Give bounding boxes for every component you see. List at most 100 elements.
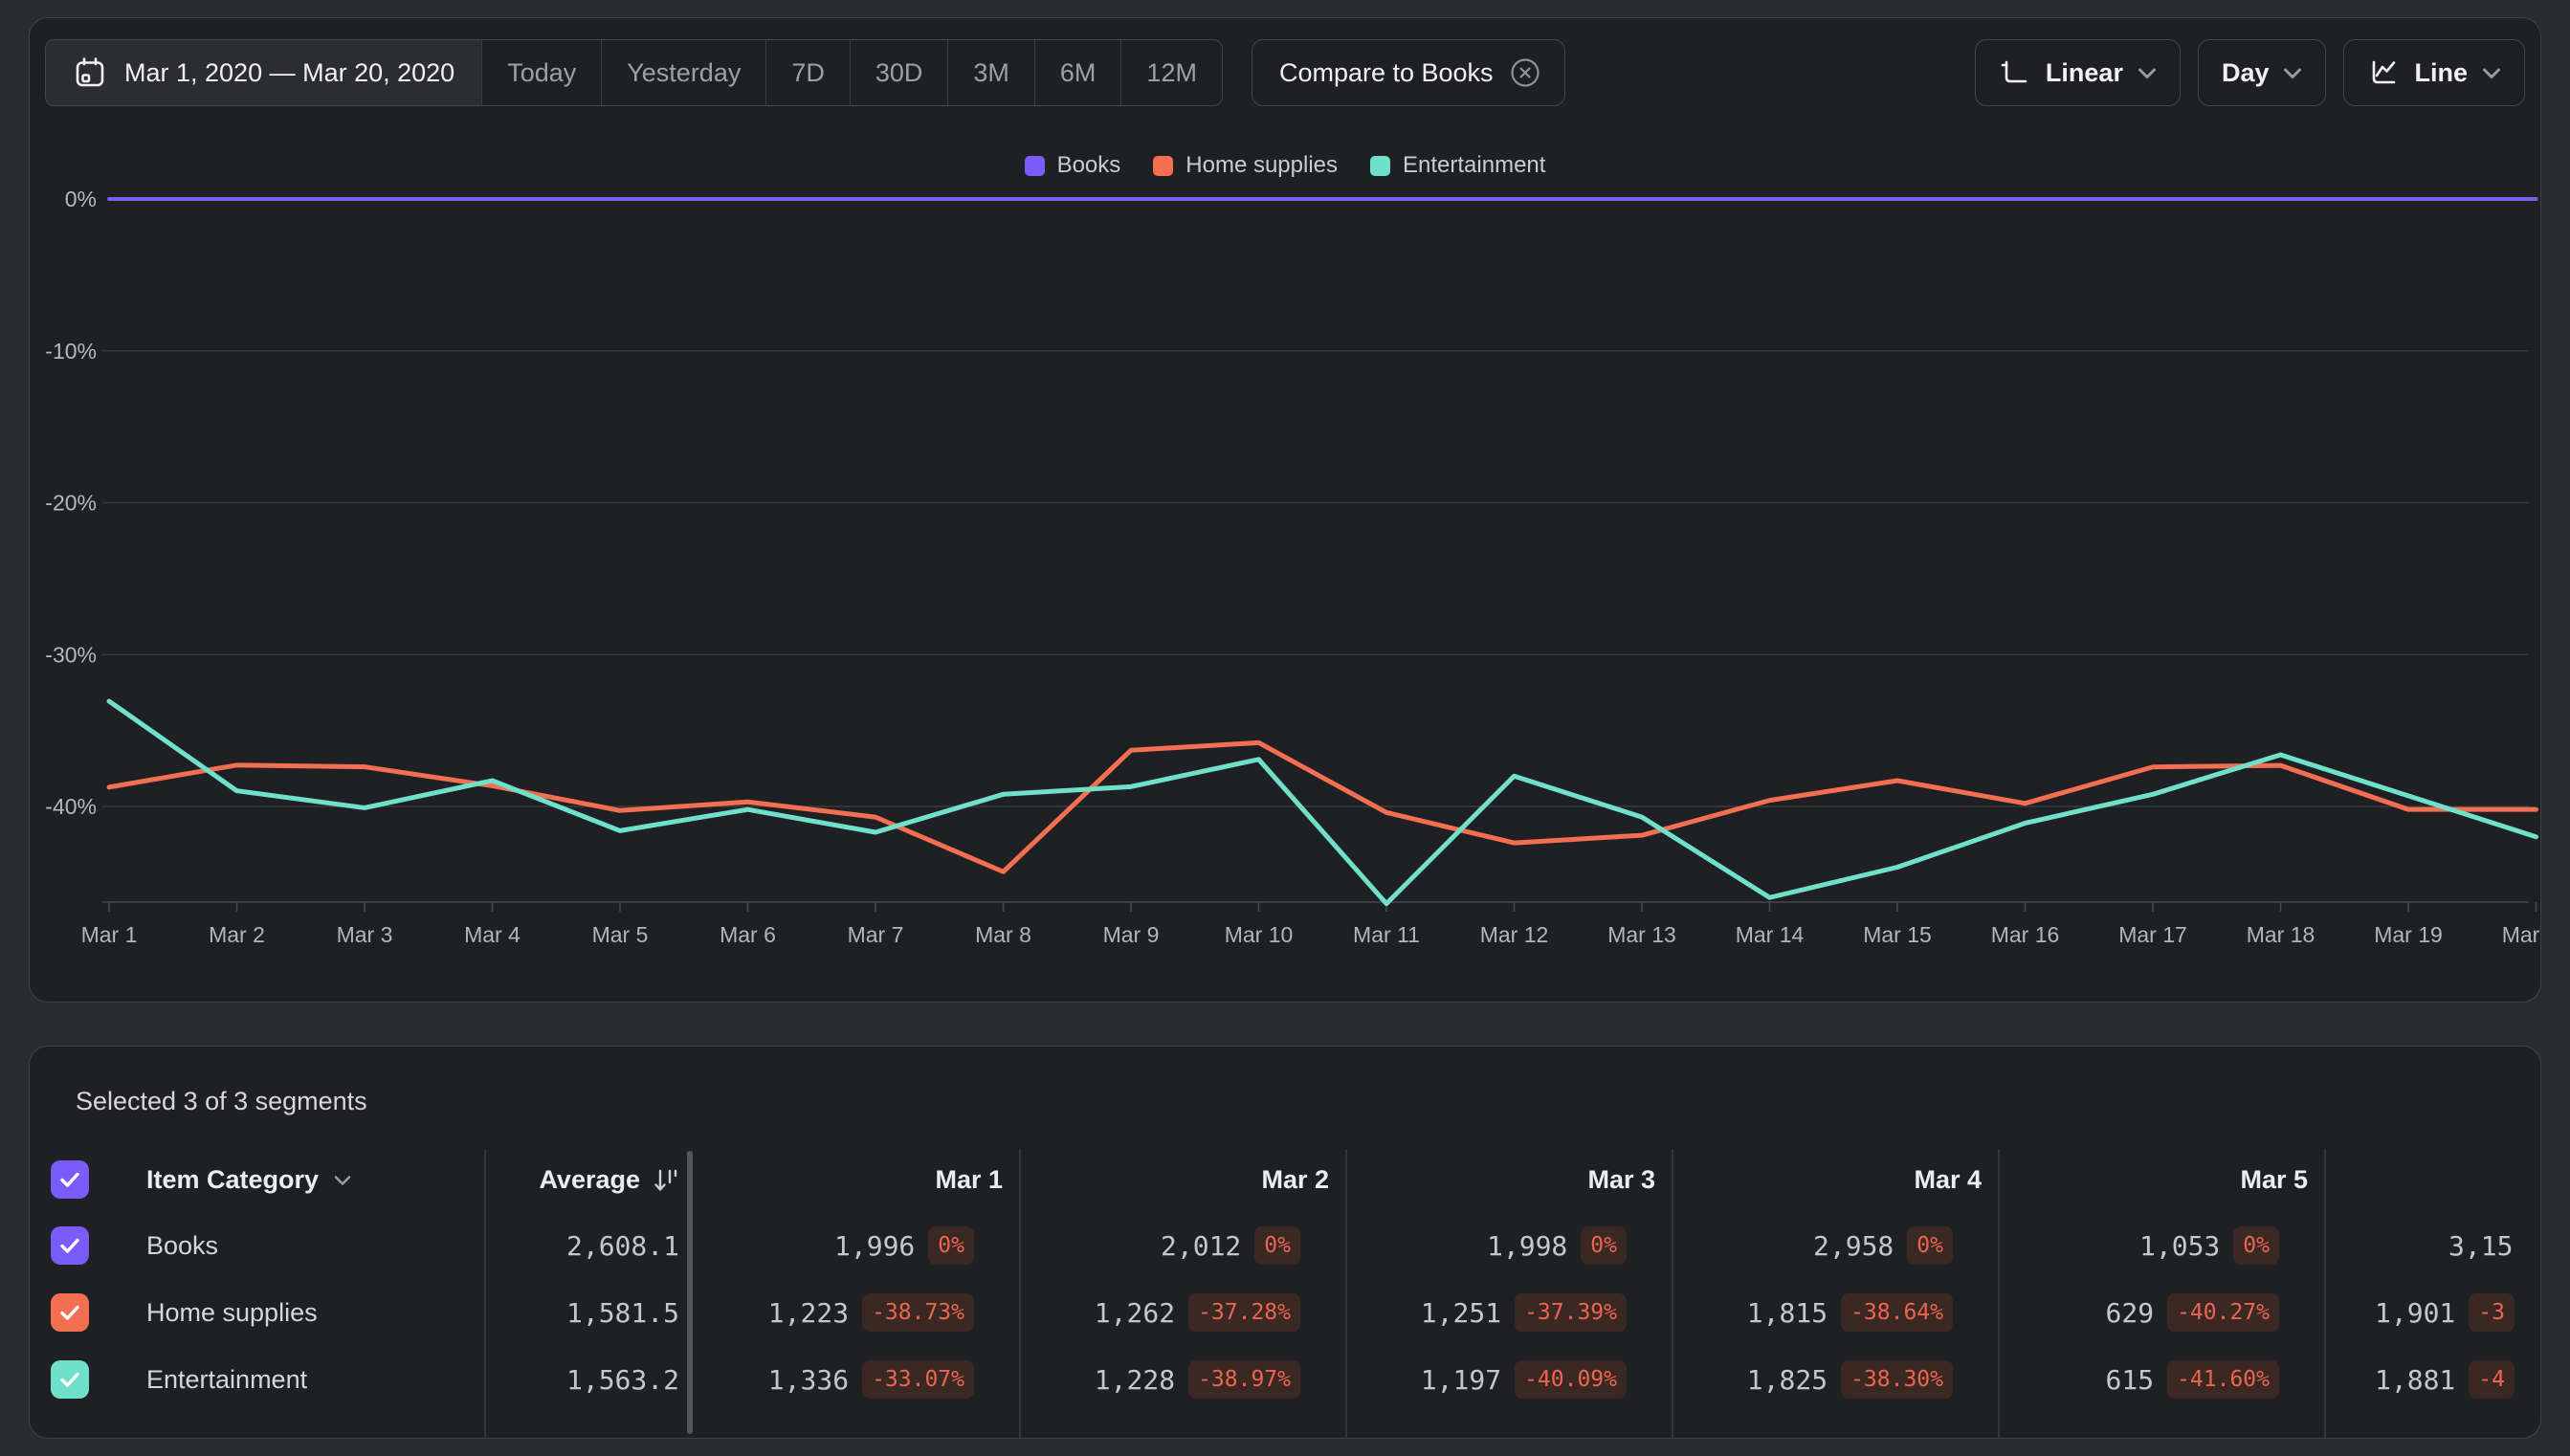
x-axis-tick-label: Mar 10: [1225, 922, 1294, 947]
day-column-header: Mar 5: [2240, 1165, 2308, 1194]
chart-type-dropdown[interactable]: Line: [2343, 39, 2525, 106]
day-column-header: Mar 2: [1261, 1165, 1329, 1194]
preset-button-3m[interactable]: 3M: [948, 40, 1035, 105]
x-axis-tick-label: Mar 13: [1607, 922, 1676, 947]
day-column-header: Mar 1: [935, 1165, 1003, 1194]
legend-label: Entertainment: [1403, 152, 1546, 178]
cell-value: 1,262: [1094, 1296, 1176, 1329]
cell-change-badge: -4: [2469, 1360, 2515, 1399]
sort-descending-icon[interactable]: [652, 1166, 680, 1195]
average-header-label: Average: [539, 1165, 640, 1194]
chart-legend: Books Home supplies Entertainment: [30, 152, 2540, 179]
table-cell: 1,815 -38.64%: [1673, 1279, 1953, 1346]
table-cell: 1,825 -38.30%: [1673, 1346, 1953, 1413]
x-axis-tick-label: Mar 2: [209, 922, 265, 947]
preset-button-12m[interactable]: 12M: [1121, 40, 1222, 105]
cell-value: 3,15: [2448, 1229, 2514, 1262]
legend-item-entertainment[interactable]: Entertainment: [1370, 152, 1545, 179]
chart-panel: Mar 1, 2020 — Mar 20, 2020 Today Yesterda…: [29, 17, 2541, 1003]
table-scroll-divider[interactable]: [687, 1151, 693, 1434]
x-axis-tick-label: Mar 1: [81, 922, 138, 947]
category-header[interactable]: Item Category: [146, 1149, 351, 1211]
preset-button-today[interactable]: Today: [482, 40, 603, 105]
row-label-entertainment: Entertainment: [146, 1364, 308, 1394]
remove-compare-icon[interactable]: [1509, 56, 1541, 89]
axis-labels: 0% -10% -20% -30% -40% Mar 1 Mar 2 Mar 3 Mar 4 Ma…: [45, 187, 2540, 947]
cell-change-badge: -38.64%: [1841, 1293, 1953, 1332]
column-separator: [1345, 1149, 1347, 1438]
table-cell: 629 -40.27%: [1999, 1279, 2279, 1346]
cell-value: 1,336: [767, 1363, 850, 1396]
column-separator: [1672, 1149, 1673, 1438]
table-cell: 1,251 -37.39%: [1346, 1279, 1627, 1346]
table-cell-partial: 1,881 -4: [2375, 1346, 2540, 1413]
calendar-icon: [76, 57, 104, 87]
legend-item-home-supplies[interactable]: Home supplies: [1153, 152, 1338, 179]
x-axis-tick-label: Mar 5: [592, 922, 649, 947]
select-all-checkbox[interactable]: [51, 1160, 89, 1199]
preset-button-6m[interactable]: 6M: [1035, 40, 1122, 105]
cell-change-badge: -38.73%: [862, 1293, 974, 1332]
cell-change-badge: -38.97%: [1188, 1360, 1300, 1399]
x-axis-tick-label: Mar 11: [1353, 922, 1420, 947]
series-line-entertainment: [106, 698, 2538, 907]
row-checkbox-books[interactable]: [51, 1226, 89, 1265]
cell-value: 1,053: [2139, 1229, 2221, 1262]
preset-button-yesterday[interactable]: Yesterday: [602, 40, 767, 105]
day-column-header: Mar 4: [1914, 1165, 1982, 1194]
scale-dropdown-label: Linear: [2045, 57, 2123, 87]
column-separator: [2324, 1149, 2326, 1438]
scale-dropdown[interactable]: Linear: [1974, 39, 2181, 106]
legend-label: Books: [1056, 152, 1121, 178]
table-cell: 1,223 -38.73%: [694, 1279, 974, 1346]
row-label-books: Books: [146, 1230, 219, 1260]
toolbar-left: Mar 1, 2020 — Mar 20, 2020 Today Yesterda…: [45, 39, 1565, 106]
granularity-dropdown[interactable]: Day: [2197, 39, 2327, 106]
check-icon: [60, 1172, 79, 1187]
toolbar: Mar 1, 2020 — Mar 20, 2020 Today Yesterda…: [45, 39, 2525, 106]
y-axis-tick-label: -10%: [45, 339, 97, 364]
preset-button-7d[interactable]: 7D: [766, 40, 851, 105]
cell-change-badge: 0%: [928, 1226, 974, 1265]
legend-swatch: [1370, 155, 1391, 176]
cell-change-badge: -38.30%: [1841, 1360, 1953, 1399]
legend-label: Home supplies: [1185, 152, 1339, 178]
cell-value: 615: [2105, 1363, 2155, 1396]
cell-value: 2,958: [1813, 1229, 1894, 1262]
legend-item-books[interactable]: Books: [1024, 152, 1121, 179]
cell-change-badge: 0%: [1254, 1226, 1300, 1265]
toolbar-right: Linear Day Line: [1974, 39, 2525, 106]
date-range-button[interactable]: Mar 1, 2020 — Mar 20, 2020: [46, 40, 483, 105]
check-icon: [60, 1305, 79, 1320]
table-cell: 1,228 -38.97%: [1020, 1346, 1300, 1413]
x-axis-tick-label: Mar 12: [1480, 922, 1549, 947]
cell-value: 1,901: [2375, 1296, 2456, 1329]
table-cell: 1,996 0%: [694, 1212, 974, 1279]
x-axis-tick-label: Mar 19: [2374, 922, 2443, 947]
x-axis-tick-label: Mar 9: [1103, 922, 1160, 947]
table-cell-partial: 3,15: [2448, 1212, 2540, 1279]
row-label-home-supplies: Home supplies: [146, 1297, 318, 1327]
cell-value: 1,197: [1420, 1363, 1502, 1396]
y-axis-tick-label: -30%: [45, 642, 97, 667]
x-axis-tick-label: Mar 17: [2118, 922, 2187, 947]
x-axis-tick-label: Mar 6: [720, 922, 776, 947]
column-separator: [1998, 1149, 2000, 1438]
compare-chip[interactable]: Compare to Books: [1251, 39, 1565, 106]
table-cell: 2,012 0%: [1020, 1212, 1300, 1279]
y-axis-tick-label: -40%: [45, 794, 97, 819]
preset-button-30d[interactable]: 30D: [851, 40, 949, 105]
average-value-entertainment: 1,563.2: [565, 1363, 679, 1396]
table-cell: 615 -41.60%: [1999, 1346, 2279, 1413]
table-cell: 1,998 0%: [1346, 1212, 1627, 1279]
row-checkbox-home-supplies[interactable]: [51, 1293, 89, 1332]
row-checkbox-entertainment[interactable]: [51, 1360, 89, 1399]
cell-change-badge: 0%: [2233, 1226, 2279, 1265]
table-cell: 1,336 -33.07%: [694, 1346, 974, 1413]
cell-value: 1,825: [1746, 1363, 1828, 1396]
average-header[interactable]: Average: [539, 1149, 680, 1211]
x-axis-tick-label: Mar 8: [975, 922, 1031, 947]
table-cell: 1,053 0%: [1999, 1212, 2279, 1279]
compare-chip-label: Compare to Books: [1278, 57, 1494, 87]
cell-change-badge: -33.07%: [862, 1360, 974, 1399]
